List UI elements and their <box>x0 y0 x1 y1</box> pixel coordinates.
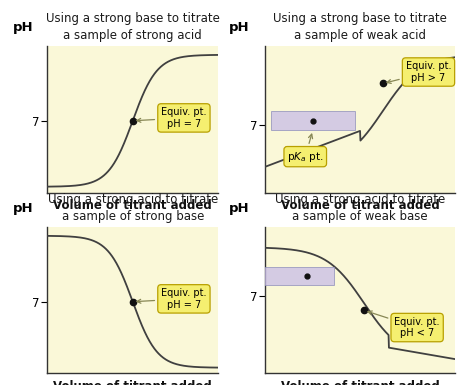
Text: Equiv. pt.
pH = 7: Equiv. pt. pH = 7 <box>137 107 207 129</box>
X-axis label: Volume of titrant added: Volume of titrant added <box>281 199 439 213</box>
Text: p$K_a$ pt.: p$K_a$ pt. <box>287 134 323 164</box>
Text: Equiv. pt.
pH < 7: Equiv. pt. pH < 7 <box>368 311 440 338</box>
Text: pH: pH <box>13 22 34 35</box>
Text: Equiv. pt.
pH = 7: Equiv. pt. pH = 7 <box>137 288 207 310</box>
Text: Using a strong acid to titrate
a sample of weak base: Using a strong acid to titrate a sample … <box>275 193 446 223</box>
Text: Equiv. pt.
pH > 7: Equiv. pt. pH > 7 <box>387 61 451 84</box>
FancyBboxPatch shape <box>271 112 355 130</box>
X-axis label: Volume of titrant added: Volume of titrant added <box>281 380 439 385</box>
X-axis label: Volume of titrant added: Volume of titrant added <box>54 199 212 213</box>
Text: pH: pH <box>228 203 249 216</box>
Text: Using a strong base to titrate
a sample of strong acid: Using a strong base to titrate a sample … <box>46 12 219 42</box>
Text: pH: pH <box>228 22 249 35</box>
Text: pH: pH <box>13 203 34 216</box>
FancyBboxPatch shape <box>250 266 334 285</box>
X-axis label: Volume of titrant added: Volume of titrant added <box>54 380 212 385</box>
Text: Using a strong acid to titrate
a sample of strong base: Using a strong acid to titrate a sample … <box>47 193 218 223</box>
Text: Using a strong base to titrate
a sample of weak acid: Using a strong base to titrate a sample … <box>273 12 447 42</box>
